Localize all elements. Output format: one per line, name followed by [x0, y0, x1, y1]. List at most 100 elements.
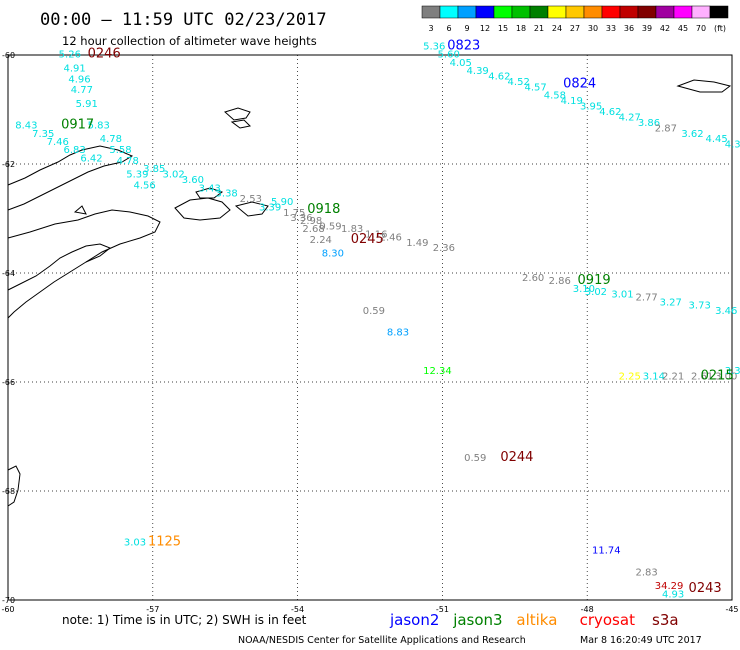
color-scale-legend: 3 6 9 12 15 18 21 24 27 30 33 36 39 42 45 70 (ft) [421, 5, 729, 33]
map-frame [7, 54, 733, 601]
wave-height-value: 0.59 [319, 221, 341, 232]
wave-height-value: 11.74 [592, 546, 621, 557]
legend-swatch [565, 5, 585, 19]
pass-time-label: 0244 [500, 450, 533, 465]
pass-time-label: 0824 [563, 77, 596, 92]
wave-height-value: 2.24 [310, 235, 332, 246]
wave-height-value: 5.83 [88, 121, 110, 132]
map-title: 00:00 – 11:59 UTC 02/23/2017 [40, 10, 327, 30]
coastline-path [676, 79, 732, 93]
footer-note: note: 1) Time is in UTC; 2) SWH is in fe… [62, 613, 307, 627]
track-time-labels: 0246 0917 0918 0245 0823 0824 0919 0244 1125 0243… [61, 39, 734, 596]
wave-height-value: 4.52 [508, 77, 530, 88]
wave-height-value: 3.01 [611, 290, 633, 301]
wave-height-value: 4.78 [100, 134, 122, 145]
wave-height-value: 5.91 [76, 99, 98, 110]
wave-height-value: 12.34 [423, 366, 452, 377]
satellite-legend-item: jason2 [389, 611, 439, 629]
legend-swatch [475, 5, 495, 19]
wave-height-value: 1.75 [283, 208, 305, 219]
map-subtitle: 12 hour collection of altimeter wave hei… [62, 34, 317, 48]
wave-height-value: 3.02 [162, 170, 184, 181]
wave-height-value: 5.58 [109, 145, 131, 156]
pass-time-label: 0918 [307, 202, 340, 217]
wave-height-value: 4.93 [662, 589, 684, 600]
satellite-legend-item: cryosat [580, 611, 635, 629]
wave-height-value: 3.14 [643, 371, 665, 382]
wave-height-value: 4.19 [561, 96, 583, 107]
wave-height-value: 4.96 [68, 74, 90, 85]
wave-height-value: 5.36 [423, 42, 445, 53]
lon-tick-label: -54 [291, 605, 304, 614]
wave-height-value: 4.77 [71, 85, 93, 96]
coastline-path [230, 119, 252, 129]
legend-label: 9 [464, 24, 469, 33]
wave-height-value: 4.62 [599, 107, 621, 118]
legend-label: 36 [624, 24, 634, 33]
wave-height-value: 4.57 [524, 82, 546, 93]
wave-height-value: 2.86 [549, 276, 571, 287]
lon-tick-label: -45 [725, 605, 738, 614]
wave-height-value: 3.38 [216, 189, 238, 200]
legend-label: 70 [696, 24, 706, 33]
legend-label: 12 [480, 24, 490, 33]
wave-height-value: 6.83 [64, 145, 86, 156]
wave-height-value: 2.53 [240, 194, 262, 205]
legend-label: 21 [534, 24, 544, 33]
legend-label: 27 [570, 24, 580, 33]
legend-swatch [439, 5, 459, 19]
legend-label: 15 [498, 24, 508, 33]
wave-height-points: 5.26 4.914.964.77 5.91 5.83 4.785.584.78 5.39… [15, 42, 740, 601]
wave-height-value: 2.61 [691, 371, 713, 382]
wave-height-value: 2.68 [302, 224, 324, 235]
legend-swatch [457, 5, 477, 19]
coastline-path [224, 107, 251, 121]
pass-time-label: 1125 [148, 535, 181, 550]
pass-time-label: 0245 [351, 232, 384, 247]
wave-height-value: 8.83 [387, 328, 409, 339]
wave-height-value: 3.85 [143, 164, 165, 175]
satellite-legend-item: altika [516, 611, 557, 629]
coastline [7, 79, 732, 507]
wave-height-value: 1.83 [341, 224, 363, 235]
wave-height-value: 0.59 [464, 453, 486, 464]
wave-height-value: 5.90 [271, 197, 293, 208]
legend-swatch [655, 5, 675, 19]
satellite-legend-item: s3a [652, 611, 679, 629]
wave-height-value: 3.36 [290, 213, 312, 224]
wave-height-value: 7.35 [32, 129, 54, 140]
legend-swatch [619, 5, 639, 19]
wave-height-value: 4.05 [450, 58, 472, 69]
pass-time-label: 0246 [88, 47, 121, 62]
lon-tick-label: -51 [436, 605, 449, 614]
wave-height-value: 1.16 [365, 230, 387, 241]
wave-height-value: 3.02 [585, 287, 607, 298]
lon-tick-label: -48 [581, 605, 594, 614]
wave-height-value: 4.58 [544, 91, 566, 102]
lat-lon-grid [8, 55, 732, 600]
coastline-path [73, 205, 87, 215]
lat-tick-label: -70 [2, 596, 15, 605]
wave-height-value: 8.30 [322, 249, 344, 260]
pass-time-label: 0919 [578, 273, 611, 288]
wave-height-value: 3.60 [182, 175, 204, 186]
wave-height-value: 3.86 [638, 118, 660, 129]
wave-height-value: 4.45 [705, 134, 727, 145]
lon-tick-label: -57 [146, 605, 159, 614]
pass-time-label: 0243 [689, 581, 722, 596]
wave-height-value: 2.25 [619, 371, 641, 382]
lat-tick-label: -62 [2, 160, 15, 169]
legend-swatch [511, 5, 531, 19]
legend-label: 30 [588, 24, 598, 33]
legend-swatch [691, 5, 711, 19]
satellite-legend: jason2 jason3 altika cryosat s3a [389, 611, 679, 629]
lat-tick-label: -68 [2, 487, 15, 496]
wave-height-value: 0.59 [363, 306, 385, 317]
wave-height-value: 2.46 [380, 232, 402, 243]
wave-height-value: 2.60 [522, 273, 544, 284]
wave-height-value: 4.78 [117, 156, 139, 167]
wave-height-value: 2.87 [655, 123, 677, 134]
wave-height-value: 1.49 [406, 238, 428, 249]
coastline-path [7, 209, 161, 319]
